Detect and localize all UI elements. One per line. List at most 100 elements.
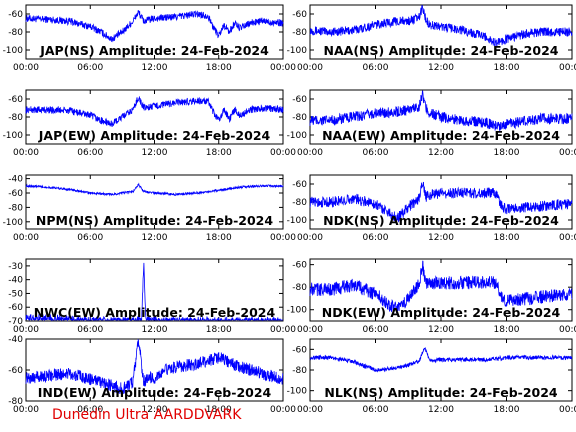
- panel-3: -60 -80 -100 00:00 06:00 12:00 18:00 00:00 JAP(E…: [3, 89, 296, 158]
- x-tick-label: 18:00: [206, 405, 232, 415]
- y-tick-label: -60: [292, 261, 307, 271]
- x-tick-label: 00:00: [297, 63, 323, 73]
- y-tick-label: -80: [292, 198, 307, 208]
- series-line: [309, 181, 573, 223]
- x-tick-label: 12:00: [428, 233, 454, 243]
- x-tick-label: 18:00: [494, 148, 520, 158]
- panel-title: JAP(NS) Amplitude: 24-Feb-2024: [39, 43, 269, 58]
- x-tick-label: 06:00: [363, 148, 389, 158]
- x-tick-label: 18:00: [206, 63, 232, 73]
- x-tick-label: 12:00: [428, 325, 454, 335]
- y-tick-label: -80: [292, 366, 307, 376]
- x-tick-label: 00:00: [13, 405, 39, 415]
- x-tick-label: 00:00: [270, 233, 296, 243]
- x-tick-label: 00:00: [297, 405, 323, 415]
- panel-title: NLK(NS) Amplitude: 24-Feb-2024: [324, 385, 558, 400]
- panel-8: -60 -80 -100 00:00 06:00 12:00 18:00 00:00 NDK(E…: [287, 258, 576, 335]
- panel-title: NPM(NS) Amplitude: 24-Feb-2024: [36, 213, 273, 228]
- panel-5: -40 -60 -80 -100 00:00 06:00 12:00 18:00 00:00 NP…: [3, 174, 296, 243]
- y-tick-label: -100: [287, 46, 308, 56]
- series-line: [309, 260, 573, 314]
- x-tick-label: 18:00: [206, 233, 232, 243]
- x-tick-label: 18:00: [494, 405, 520, 415]
- y-tick-label: -60: [8, 95, 23, 105]
- x-tick-label: 06:00: [363, 325, 389, 335]
- y-tick-label: -80: [292, 113, 307, 123]
- x-tick-label: 12:00: [142, 63, 168, 73]
- x-tick-label: 18:00: [494, 325, 520, 335]
- x-tick-label: 00:00: [297, 148, 323, 158]
- x-tick-label: 00:00: [270, 405, 296, 415]
- y-tick-label: -40: [8, 175, 23, 185]
- y-tick-label: -80: [8, 28, 23, 38]
- panel-title: IND(EW) Amplitude: 24-Feb-2024: [38, 385, 272, 400]
- series-line: [25, 338, 284, 395]
- x-tick-label: 00:00: [559, 325, 576, 335]
- x-tick-label: 00:00: [13, 325, 39, 335]
- panel-title: NDK(EW) Amplitude: 24-Feb-2024: [322, 305, 561, 320]
- series-line: [25, 182, 284, 197]
- x-tick-label: 18:00: [206, 148, 232, 158]
- panel-title: NDK(NS) Amplitude: 24-Feb-2024: [323, 213, 559, 228]
- footer-credit: Dunedin Ultra AARDDVARK: [52, 407, 242, 423]
- x-tick-label: 12:00: [428, 63, 454, 73]
- x-tick-label: 06:00: [363, 233, 389, 243]
- x-tick-label: 00:00: [13, 148, 39, 158]
- y-tick-label: -60: [8, 303, 23, 313]
- y-tick-label: -80: [292, 28, 307, 38]
- x-tick-label: 00:00: [559, 405, 576, 415]
- y-tick-label: -60: [292, 180, 307, 190]
- series-line: [25, 10, 284, 43]
- y-tick-label: -40: [8, 276, 23, 286]
- y-tick-label: -80: [8, 203, 23, 213]
- y-tick-label: -40: [8, 335, 23, 345]
- y-tick-label: -100: [3, 131, 24, 141]
- x-tick-label: 06:00: [363, 63, 389, 73]
- y-tick-label: -60: [8, 366, 23, 376]
- panel-4: -60 -80 -100 00:00 06:00 12:00 18:00 00:00 NAA(E…: [287, 89, 576, 158]
- series-line: [25, 262, 283, 322]
- y-tick-label: -100: [287, 306, 308, 316]
- series-line: [309, 347, 573, 373]
- x-tick-label: 06:00: [77, 63, 103, 73]
- x-tick-label: 18:00: [494, 63, 520, 73]
- x-tick-label: 00:00: [297, 233, 323, 243]
- y-tick-label: -100: [287, 216, 308, 226]
- x-tick-label: 00:00: [559, 148, 576, 158]
- x-tick-label: 12:00: [428, 148, 454, 158]
- x-tick-label: 12:00: [142, 325, 168, 335]
- y-tick-label: -80: [8, 397, 23, 407]
- y-tick-label: -100: [287, 387, 308, 397]
- y-tick-label: -70: [8, 317, 23, 327]
- y-tick-label: -80: [292, 283, 307, 293]
- x-tick-label: 18:00: [206, 325, 232, 335]
- x-tick-label: 06:00: [77, 325, 103, 335]
- x-tick-label: 00:00: [270, 63, 296, 73]
- x-tick-label: 12:00: [142, 148, 168, 158]
- panel-2: -60 -80 -100 00:00 06:00 12:00 18:00 00:00NAA(N…: [287, 4, 576, 73]
- x-tick-label: 12:00: [142, 405, 168, 415]
- y-tick-label: -100: [3, 218, 24, 228]
- y-tick-label: -50: [8, 289, 23, 299]
- x-tick-label: 00:00: [270, 325, 296, 335]
- x-tick-label: 00:00: [559, 63, 576, 73]
- x-tick-label: 06:00: [77, 233, 103, 243]
- y-tick-label: -60: [292, 345, 307, 355]
- y-tick-label: -60: [292, 95, 307, 105]
- y-tick-label: -80: [8, 113, 23, 123]
- x-tick-label: 06:00: [77, 405, 103, 415]
- panel-title: NAA(NS) Amplitude: 24-Feb-2024: [324, 43, 559, 58]
- panel-1: -60 -80 -100 00:00 06:00 12:00 18:00 00:00JAP(N…: [3, 4, 296, 73]
- y-tick-label: -30: [8, 262, 23, 272]
- x-tick-label: 00:00: [13, 233, 39, 243]
- y-tick-label: -60: [292, 10, 307, 20]
- panel-title: NAA(EW) Amplitude: 24-Feb-2024: [322, 128, 560, 143]
- y-tick-label: -60: [8, 189, 23, 199]
- panel-6: -60 -80 -100 00:00 06:00 12:00 18:00 00:00NDK(N…: [287, 174, 576, 243]
- x-tick-label: 06:00: [77, 148, 103, 158]
- series-line: [309, 90, 573, 131]
- panel-title: JAP(EW) Amplitude: 24-Feb-2024: [38, 128, 271, 143]
